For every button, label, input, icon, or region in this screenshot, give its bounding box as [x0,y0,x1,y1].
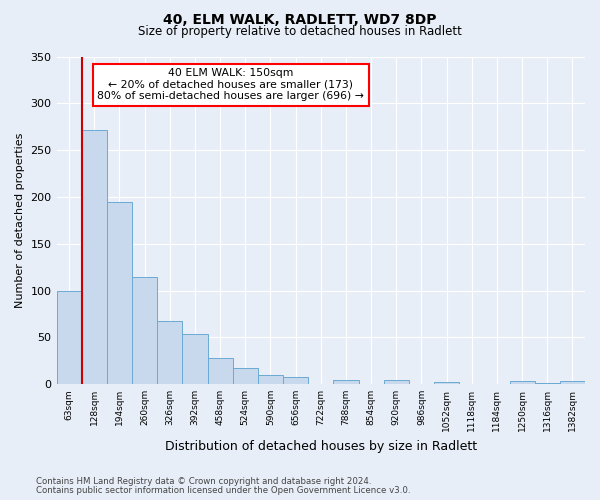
Text: Contains public sector information licensed under the Open Government Licence v3: Contains public sector information licen… [36,486,410,495]
Bar [434,382,459,384]
Bar [233,368,258,384]
Bar [560,382,585,384]
Bar [157,320,182,384]
Bar [334,380,359,384]
Bar [535,383,560,384]
Text: 40 ELM WALK: 150sqm
← 20% of detached houses are smaller (173)
80% of semi-detac: 40 ELM WALK: 150sqm ← 20% of detached ho… [97,68,364,101]
Text: Contains HM Land Registry data © Crown copyright and database right 2024.: Contains HM Land Registry data © Crown c… [36,477,371,486]
Y-axis label: Number of detached properties: Number of detached properties [15,132,25,308]
Text: 40, ELM WALK, RADLETT, WD7 8DP: 40, ELM WALK, RADLETT, WD7 8DP [163,12,437,26]
Bar [56,290,82,384]
Text: Size of property relative to detached houses in Radlett: Size of property relative to detached ho… [138,25,462,38]
Bar [208,358,233,384]
Bar [82,130,107,384]
Bar [509,382,535,384]
Bar [107,202,132,384]
Bar [132,276,157,384]
Bar [383,380,409,384]
Bar [258,375,283,384]
X-axis label: Distribution of detached houses by size in Radlett: Distribution of detached houses by size … [165,440,477,452]
Bar [283,376,308,384]
Bar [182,334,208,384]
